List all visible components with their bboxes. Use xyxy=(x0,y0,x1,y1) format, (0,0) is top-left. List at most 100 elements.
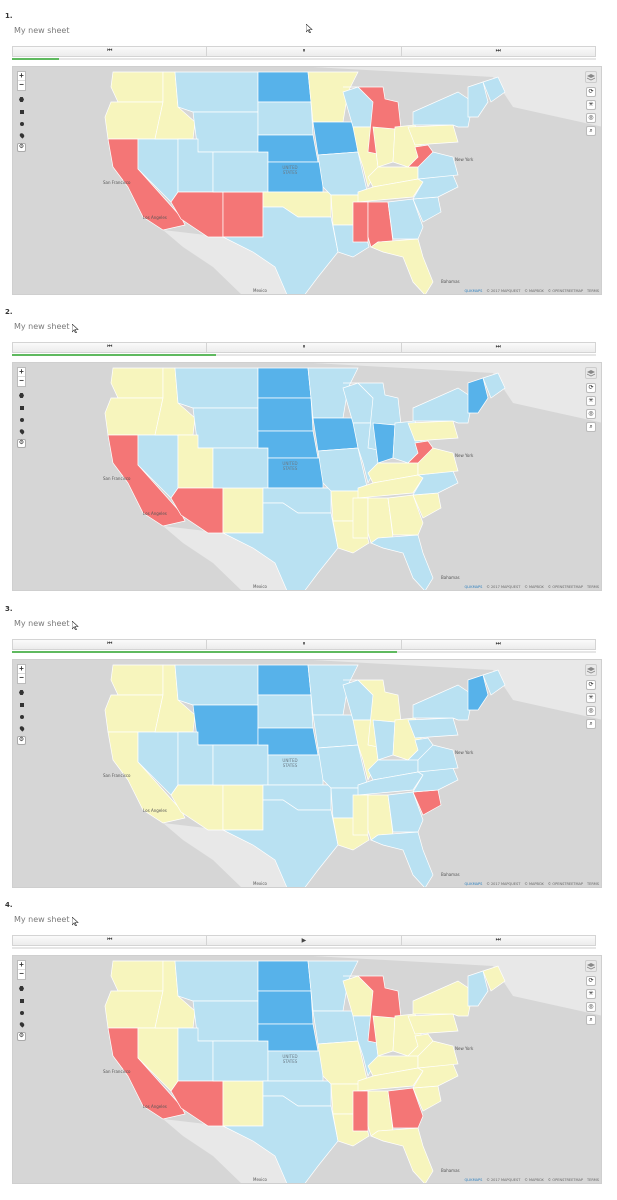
state-wy[interactable] xyxy=(192,1000,259,1042)
state-ia[interactable] xyxy=(312,1010,359,1045)
state-pa[interactable] xyxy=(407,717,459,739)
state-fl[interactable] xyxy=(370,1127,434,1184)
zoom-out-button[interactable]: − xyxy=(19,969,24,978)
zoom-in-button[interactable]: + xyxy=(18,960,25,970)
state-wy[interactable] xyxy=(192,704,259,746)
state-nm[interactable] xyxy=(222,487,264,534)
lasso-select-icon[interactable] xyxy=(17,391,26,400)
locate-icon[interactable]: ◎ xyxy=(586,1002,596,1012)
state-wa[interactable] xyxy=(110,71,164,103)
state-nm[interactable] xyxy=(222,1080,264,1127)
state-mn[interactable] xyxy=(307,367,359,419)
location-select-icon[interactable] xyxy=(17,724,26,733)
location-select-icon[interactable] xyxy=(17,427,26,436)
play-pause-button[interactable]: ▶ xyxy=(207,936,402,945)
search-icon[interactable]: ⌕ xyxy=(586,719,596,729)
state-wv[interactable] xyxy=(407,144,434,168)
attribution-logo[interactable]: QLIKMAPS xyxy=(464,1178,483,1182)
choropleth-map[interactable]: UNITED STATES Mexico Bahamas San Francisco L… xyxy=(12,66,602,295)
locate-icon[interactable]: ◎ xyxy=(586,706,596,716)
clear-selection-icon[interactable]: ✳ xyxy=(586,100,596,110)
choropleth-map[interactable]: UNITED STATES Mexico Bahamas San Francisco L… xyxy=(12,659,602,888)
settings-icon[interactable]: ⚙ xyxy=(17,439,26,448)
locate-icon[interactable]: ◎ xyxy=(586,409,596,419)
refresh-icon[interactable]: ⟳ xyxy=(586,680,596,690)
state-ne-region[interactable] xyxy=(467,674,489,711)
clear-selection-icon[interactable]: ✳ xyxy=(586,693,596,703)
attribution-mapbox[interactable]: © MAPBOX xyxy=(524,882,544,886)
refresh-icon[interactable]: ⟳ xyxy=(586,976,596,986)
state-ga[interactable] xyxy=(387,1087,424,1129)
state-wa[interactable] xyxy=(110,367,164,399)
rectangle-select-icon[interactable] xyxy=(17,700,26,709)
skip-back-button[interactable]: ⏮ xyxy=(13,343,208,352)
layers-icon[interactable] xyxy=(585,367,597,379)
state-wv[interactable] xyxy=(407,440,434,464)
state-mt[interactable] xyxy=(174,960,259,1002)
attribution-osm[interactable]: © OPENSTREETMAP xyxy=(547,289,583,293)
state-nd[interactable] xyxy=(257,367,312,399)
state-mt[interactable] xyxy=(174,71,259,113)
state-fl[interactable] xyxy=(370,831,434,888)
state-ms[interactable] xyxy=(352,497,369,539)
state-mn[interactable] xyxy=(307,960,359,1012)
skip-back-button[interactable]: ⏮ xyxy=(13,936,208,945)
search-icon[interactable]: ⌕ xyxy=(586,1015,596,1025)
state-ms[interactable] xyxy=(352,1090,369,1132)
clear-selection-icon[interactable]: ✳ xyxy=(586,396,596,406)
state-ny[interactable] xyxy=(412,387,474,424)
state-mt[interactable] xyxy=(174,664,259,706)
state-co[interactable] xyxy=(212,447,269,489)
state-pa[interactable] xyxy=(407,124,459,146)
state-pa[interactable] xyxy=(407,1013,459,1035)
choropleth-map[interactable]: UNITED STATES Mexico Bahamas San Francisco L… xyxy=(12,362,602,591)
circle-select-icon[interactable] xyxy=(17,712,26,721)
location-select-icon[interactable] xyxy=(17,131,26,140)
lasso-select-icon[interactable] xyxy=(17,95,26,104)
state-wa[interactable] xyxy=(110,664,164,696)
play-pause-button[interactable]: ⏸ xyxy=(207,47,402,56)
state-co[interactable] xyxy=(212,744,269,786)
state-nm[interactable] xyxy=(222,191,264,238)
state-ne-region[interactable] xyxy=(467,970,489,1007)
attribution-mapbox[interactable]: © MAPBOX xyxy=(524,289,544,293)
state-ny[interactable] xyxy=(412,91,474,128)
refresh-icon[interactable]: ⟳ xyxy=(586,383,596,393)
state-pa[interactable] xyxy=(407,420,459,442)
attribution-terms[interactable]: TERMS xyxy=(586,289,599,293)
state-wv[interactable] xyxy=(407,1033,434,1057)
state-or[interactable] xyxy=(104,694,164,733)
zoom-in-button[interactable]: + xyxy=(18,664,25,674)
state-ms[interactable] xyxy=(352,794,369,836)
location-select-icon[interactable] xyxy=(17,1020,26,1029)
choropleth-map[interactable]: UNITED STATES Mexico Bahamas San Francisco L… xyxy=(12,955,602,1184)
skip-back-button[interactable]: ⏮ xyxy=(13,47,208,56)
state-nd[interactable] xyxy=(257,71,312,103)
zoom-out-button[interactable]: − xyxy=(19,376,24,385)
state-sd[interactable] xyxy=(257,397,314,432)
rectangle-select-icon[interactable] xyxy=(17,996,26,1005)
state-sd[interactable] xyxy=(257,694,314,729)
attribution-mapbox[interactable]: © MAPBOX xyxy=(524,585,544,589)
attribution-terms[interactable]: TERMS xyxy=(586,1178,599,1182)
attribution-logo[interactable]: QLIKMAPS xyxy=(464,289,483,293)
state-ga[interactable] xyxy=(387,198,424,240)
state-me[interactable] xyxy=(482,76,506,103)
rectangle-select-icon[interactable] xyxy=(17,107,26,116)
attribution-osm[interactable]: © OPENSTREETMAP xyxy=(547,882,583,886)
attribution-osm[interactable]: © OPENSTREETMAP xyxy=(547,1178,583,1182)
state-ne-region[interactable] xyxy=(467,81,489,118)
settings-icon[interactable]: ⚙ xyxy=(17,736,26,745)
state-fl[interactable] xyxy=(370,534,434,591)
state-mt[interactable] xyxy=(174,367,259,409)
skip-forward-button[interactable]: ⏭ xyxy=(401,47,595,56)
state-wa[interactable] xyxy=(110,960,164,992)
state-ga[interactable] xyxy=(387,494,424,536)
layers-icon[interactable] xyxy=(585,664,597,676)
rectangle-select-icon[interactable] xyxy=(17,403,26,412)
state-ms[interactable] xyxy=(352,201,369,243)
circle-select-icon[interactable] xyxy=(17,119,26,128)
attribution-mapbox[interactable]: © MAPBOX xyxy=(524,1178,544,1182)
state-wy[interactable] xyxy=(192,111,259,153)
state-mn[interactable] xyxy=(307,664,359,716)
